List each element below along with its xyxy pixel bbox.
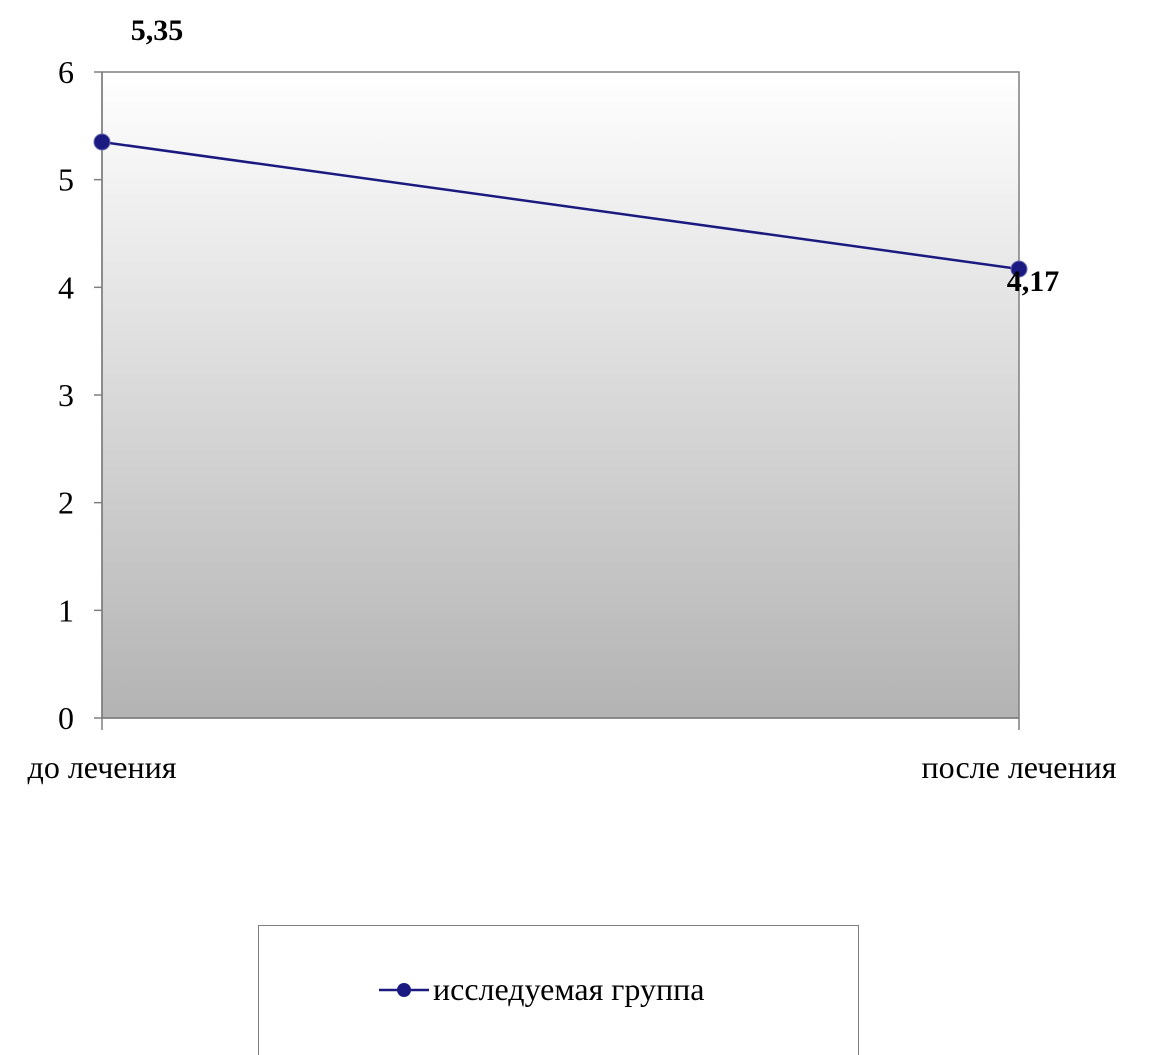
series-line xyxy=(101,140,1020,271)
y-tick-label: 0 xyxy=(58,700,74,736)
plot-area xyxy=(101,71,1020,719)
legend: исследуемая группа xyxy=(258,925,859,1055)
legend-label: исследуемая группа xyxy=(433,971,705,1007)
y-tick-label: 1 xyxy=(58,592,74,628)
legend-marker-icon xyxy=(379,982,429,997)
data-label: 4,17 xyxy=(1007,265,1060,298)
data-label: 5,35 xyxy=(131,14,184,47)
y-tick-label: 2 xyxy=(58,485,74,521)
data-point xyxy=(1010,260,1028,278)
y-tick-label: 4 xyxy=(58,269,74,305)
legend-item: исследуемая группа xyxy=(379,971,704,1008)
y-tick-label: 5 xyxy=(58,162,74,198)
x-category-label: после лечения xyxy=(922,749,1117,785)
data-point xyxy=(93,133,111,151)
y-tick-label: 3 xyxy=(58,377,74,413)
y-tick-label: 6 xyxy=(58,54,74,90)
x-category-label: до лечения xyxy=(28,749,177,785)
